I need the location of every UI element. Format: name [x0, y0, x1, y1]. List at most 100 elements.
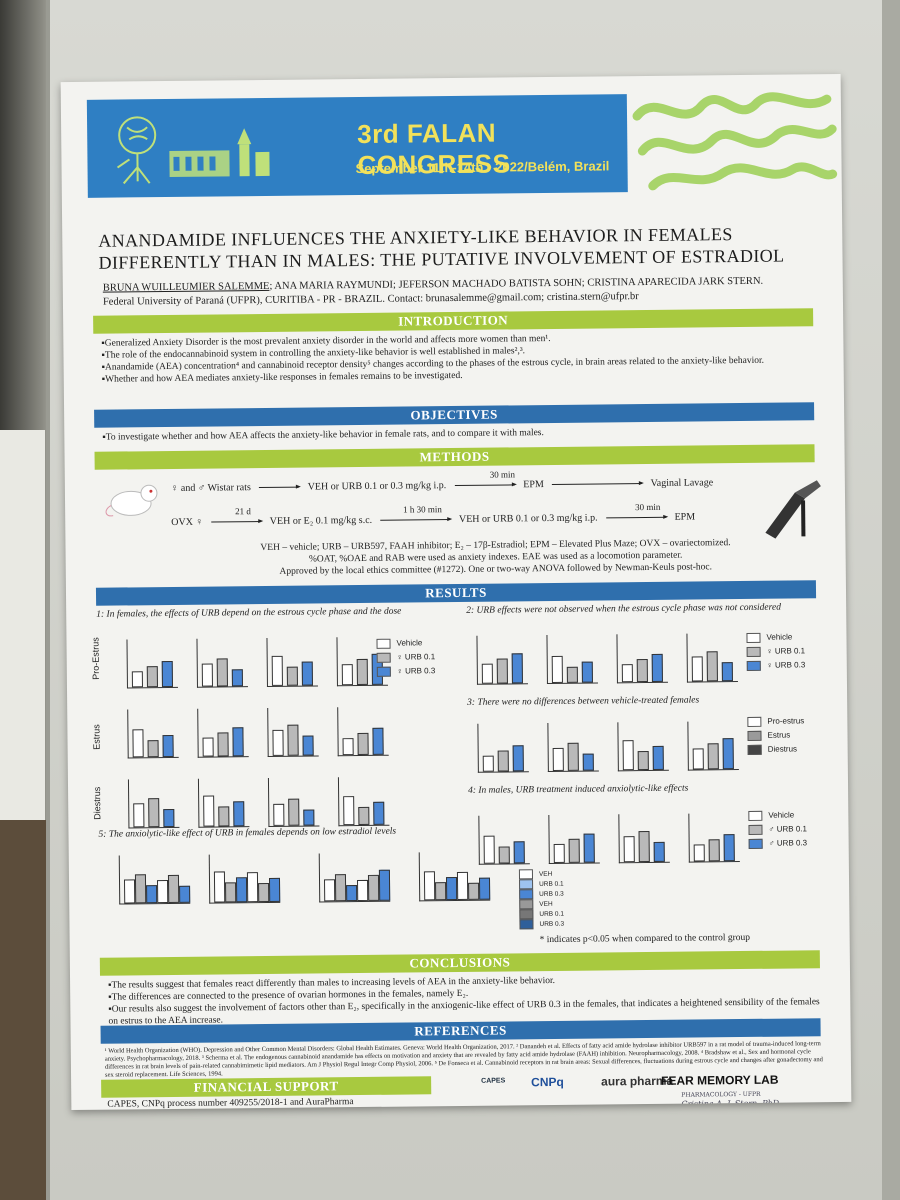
legend-label: ♀ URB 0.1	[766, 646, 806, 656]
graph-bar	[468, 882, 480, 900]
graph-bar	[218, 806, 230, 827]
graph-bar	[146, 885, 158, 904]
methods-notes: VEH – vehicle; URB – URB597, FAAH inhibi…	[215, 537, 775, 579]
bar-graph-panel	[617, 721, 669, 772]
interval-label: 30 min	[635, 501, 661, 513]
graph-bar	[707, 743, 719, 770]
legend-item: ♀ URB 0.1	[746, 644, 806, 659]
graph-bar	[357, 732, 369, 756]
graph-bar	[343, 796, 355, 826]
interval-label: 21 d	[235, 506, 251, 517]
graph-bar	[691, 656, 703, 682]
elevated-plus-maze-illustration	[765, 480, 821, 539]
bar-graph-panel	[688, 813, 740, 863]
graph-bar	[553, 843, 565, 863]
graph-bar	[324, 879, 336, 902]
bar-graph-panel	[266, 637, 318, 687]
graph-bar	[638, 830, 650, 863]
legend-label: VEH	[538, 870, 553, 878]
legend-label: Pro-estrus	[767, 716, 805, 726]
first-author: BRUNA WUILLEUMIER SALEMME	[102, 280, 270, 294]
graph-bar	[134, 874, 147, 904]
graph-bar	[373, 801, 385, 825]
legend-2: Vehicle ♀ URB 0.1 ♀ URB 0.3	[746, 630, 805, 673]
graph-bar	[456, 871, 469, 901]
graph-bar	[693, 844, 705, 862]
legend-swatch	[747, 716, 762, 727]
bar-graph-panel	[267, 777, 320, 827]
arrow-icon	[259, 486, 300, 489]
graph-bar	[231, 669, 243, 687]
legend-swatch	[746, 660, 761, 671]
graph-bar	[708, 839, 720, 862]
legend-4: Vehicle ♂ URB 0.1 ♂ URB 0.3	[748, 808, 807, 851]
bar-graph-panel	[196, 638, 248, 688]
legend-swatch	[519, 889, 534, 900]
graph-bar	[203, 795, 215, 827]
graph-bar	[303, 809, 315, 826]
legend-label: Vehicle	[766, 632, 793, 642]
legend-item: URB 0.3	[519, 919, 565, 930]
bar-graph-panel	[337, 706, 389, 757]
bar-graph-panel	[118, 854, 191, 905]
bar-graph-panel	[418, 851, 491, 902]
bar-graph-panel	[548, 814, 600, 865]
result-4-title: 4: In males, URB treatment induced anxio…	[468, 783, 689, 796]
row-label: Diestrus	[92, 786, 103, 820]
graph-bar	[512, 745, 524, 772]
legend-swatch	[519, 899, 534, 910]
legend-item: URB 0.1	[519, 909, 564, 920]
bar-graph-panel	[208, 853, 281, 904]
legend-swatch	[748, 824, 763, 835]
graph-bar	[157, 880, 169, 904]
results-heading: RESULTS	[95, 580, 817, 606]
legend-swatch	[376, 638, 391, 649]
graph-bar	[566, 666, 578, 683]
graph-bar	[636, 658, 648, 683]
bar-graph-panel	[126, 638, 178, 689]
graph-bar	[568, 838, 580, 863]
result-5-title: 5: The anxiolytic-like effect of URB in …	[98, 826, 397, 840]
introduction-heading: INTRODUCTION	[93, 308, 814, 334]
legend-swatch	[748, 810, 763, 821]
graph-bar	[133, 803, 145, 828]
graph-bar	[342, 738, 354, 756]
legend-3: Pro-estrus Estrus Diestrus	[747, 714, 804, 757]
wall-door	[0, 430, 45, 830]
bar-graph-panel	[687, 721, 739, 771]
legend-label: URB 0.3	[539, 920, 565, 928]
legend-item: VEH	[519, 899, 564, 910]
interval-label: 1 h 30 min	[403, 504, 442, 515]
graph-bar	[273, 803, 285, 826]
legend-label: URB 0.1	[539, 880, 564, 888]
graph-bar	[721, 662, 733, 682]
flow-step: VEH or URB 0.1 or 0.3 mg/kg i.p.	[307, 480, 447, 493]
methods-block: ♀ and ♂ Wistar rats VEH or URB 0.1 or 0.…	[95, 466, 836, 584]
graph-bar	[357, 879, 369, 902]
graph-bar	[581, 661, 593, 683]
bar-graph-panel	[127, 778, 180, 829]
arrow-icon	[211, 521, 262, 523]
graph-bar	[651, 653, 663, 682]
graph-bar	[582, 753, 594, 771]
bar-graph-panel	[267, 707, 319, 757]
conference-date: September 11th-14th • 2022/Belém, Brazil	[355, 158, 610, 177]
legend-5: VEH URB 0.1 URB 0.3 VEH URB 0.1 URB 0.3	[518, 869, 565, 930]
graph-bar	[131, 671, 143, 688]
lab-subtitle: PHARMACOLOGY - UFPR	[681, 1090, 761, 1099]
legend-item: Vehicle	[748, 808, 807, 823]
graph-bar	[481, 663, 493, 684]
flow-step: EPM	[523, 479, 544, 491]
graph-bar	[623, 836, 635, 863]
financial-support-heading: FINANCIAL SUPPORT	[101, 1076, 432, 1098]
rat-illustration	[105, 484, 158, 517]
graph-bar	[201, 663, 213, 687]
fear-memory-lab-logo: FEAR MEMORY LAB	[661, 1072, 779, 1088]
flow-step: VEH or URB 0.1 or 0.3 mg/kg i.p.	[458, 512, 598, 525]
graph-bar	[513, 841, 525, 864]
legend-item: ♀ URB 0.3	[746, 658, 806, 673]
graph-bar	[232, 727, 244, 757]
legend-label: Diestrus	[767, 744, 798, 754]
graph-bar	[147, 740, 159, 758]
list-item: To investigate whether and how AEA affec…	[102, 424, 822, 444]
